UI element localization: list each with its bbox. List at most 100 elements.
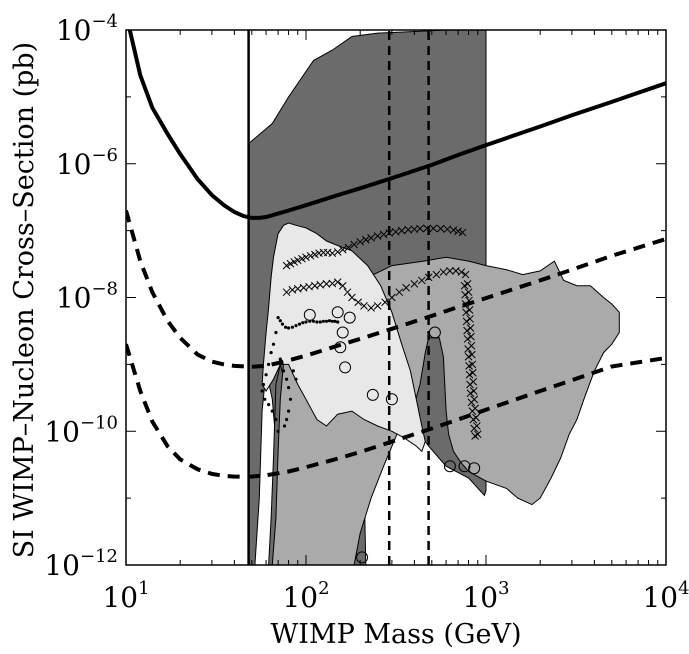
y-tick-label-base: 10 [56, 14, 92, 47]
dot-marker-30 [270, 409, 274, 413]
x-tick-label-base: 10 [282, 581, 318, 614]
dot-marker-22 [271, 342, 276, 346]
cross-marker-94 [466, 380, 474, 389]
cross-marker-54 [395, 288, 404, 297]
circle-marker-12 [468, 462, 481, 475]
dot-marker-13 [315, 320, 319, 324]
cross-marker-85 [461, 300, 470, 308]
cross-marker-1 [282, 261, 291, 270]
y-tick-label-exp: −10 [80, 412, 118, 433]
lines [126, 30, 666, 565]
cross-marker-53 [388, 293, 396, 302]
light-region [261, 222, 426, 453]
x-tick-label: 102 [282, 578, 329, 614]
dot-marker-41 [291, 369, 295, 373]
dot-marker-27 [260, 389, 264, 393]
cross-marker-30 [436, 224, 445, 233]
cross-marker-90 [464, 345, 472, 353]
x-tick-label-base: 10 [462, 581, 498, 614]
dot-marker-21 [274, 330, 278, 335]
cross-marker-55 [402, 283, 410, 292]
dot-marker-34 [281, 369, 286, 373]
dot-marker-7 [294, 324, 298, 328]
circle-marker-2 [331, 306, 344, 319]
regions [248, 30, 620, 565]
circle-marker-11 [458, 460, 471, 473]
cross-marker-14 [338, 245, 347, 254]
cross-marker-98 [469, 415, 478, 424]
x-tick-label-exp: 1 [138, 578, 149, 599]
dot-marker-8 [297, 322, 302, 326]
cross-marker-69 [466, 314, 474, 323]
cross-marker-86 [462, 308, 470, 317]
cross-marker-17 [356, 237, 365, 246]
cross-marker-59 [432, 270, 441, 279]
x-tick-label-exp: 3 [498, 578, 509, 599]
dot-marker-31 [274, 417, 278, 422]
cross-marker-33 [454, 227, 462, 236]
dot-marker-33 [278, 357, 282, 361]
cross-marker-24 [397, 226, 406, 235]
cross-marker-70 [466, 324, 475, 332]
y-tick-label: 10−4 [56, 11, 118, 47]
dot-marker-19 [333, 319, 337, 323]
circle-marker-6 [339, 361, 352, 374]
y-tick-label-exp: −8 [91, 279, 118, 300]
y-tick-label: 10−8 [56, 279, 118, 315]
cross-marker-61 [446, 267, 454, 275]
cross-marker-29 [429, 224, 438, 233]
cross-marker-51 [373, 302, 382, 310]
cross-marker-96 [467, 398, 476, 407]
dot-marker-39 [285, 417, 289, 422]
y-tick-label-exp: −6 [91, 145, 118, 166]
cross-marker-100 [471, 432, 479, 440]
dot-marker-23 [269, 351, 273, 355]
cross-marker-34 [458, 228, 467, 237]
cross-marker-42 [322, 279, 331, 288]
dot-marker-16 [324, 319, 329, 323]
cross-marker-18 [361, 235, 370, 244]
x-tick-label-exp: 2 [318, 578, 329, 599]
circle-marker-8 [385, 393, 398, 406]
plot-area [126, 30, 666, 565]
y-tick-label: 10−10 [44, 412, 118, 448]
cross-marker-4 [293, 256, 302, 265]
cross-marker-22 [385, 229, 394, 237]
cross-marker-91 [464, 352, 473, 361]
circle-marker-10 [443, 460, 456, 473]
dot-marker-25 [264, 373, 268, 377]
y-tick-label-exp: −12 [80, 546, 118, 567]
dot-marker-38 [287, 409, 291, 413]
cross-marker-6 [302, 253, 310, 262]
dot-marker-40 [282, 424, 287, 428]
dot-marker-18 [330, 319, 334, 323]
cross-marker-46 [343, 288, 352, 297]
series-line-3 [126, 343, 666, 479]
cross-marker-49 [360, 302, 368, 310]
y-tick-label-base: 10 [44, 415, 80, 448]
x-tick-label: 104 [642, 578, 689, 614]
cross-marker-27 [416, 224, 424, 233]
cross-marker-87 [462, 317, 471, 326]
y-axis-label: SI WIMP–Nucleon Cross–Section (pb) [9, 42, 40, 558]
cross-marker-56 [410, 279, 419, 288]
cross-marker-7 [306, 251, 315, 260]
dot-marker-15 [321, 319, 325, 323]
cross-marker-47 [348, 293, 356, 302]
cross-marker-64 [461, 270, 470, 279]
dot-marker-36 [287, 386, 291, 390]
dot-marker-4 [284, 325, 288, 329]
circle-marker-3 [336, 326, 349, 339]
dot-marker-35 [285, 377, 289, 381]
dot-marker-5 [287, 326, 291, 330]
cross-marker-95 [466, 389, 475, 398]
circle-marker-13 [356, 551, 369, 564]
x-tick-label-base: 10 [642, 581, 678, 614]
cross-marker-58 [424, 273, 433, 282]
y-tick-label-base: 10 [56, 148, 92, 181]
cross-marker-20 [373, 232, 382, 240]
cross-marker-2 [286, 259, 295, 268]
dot-marker-29 [267, 403, 271, 407]
